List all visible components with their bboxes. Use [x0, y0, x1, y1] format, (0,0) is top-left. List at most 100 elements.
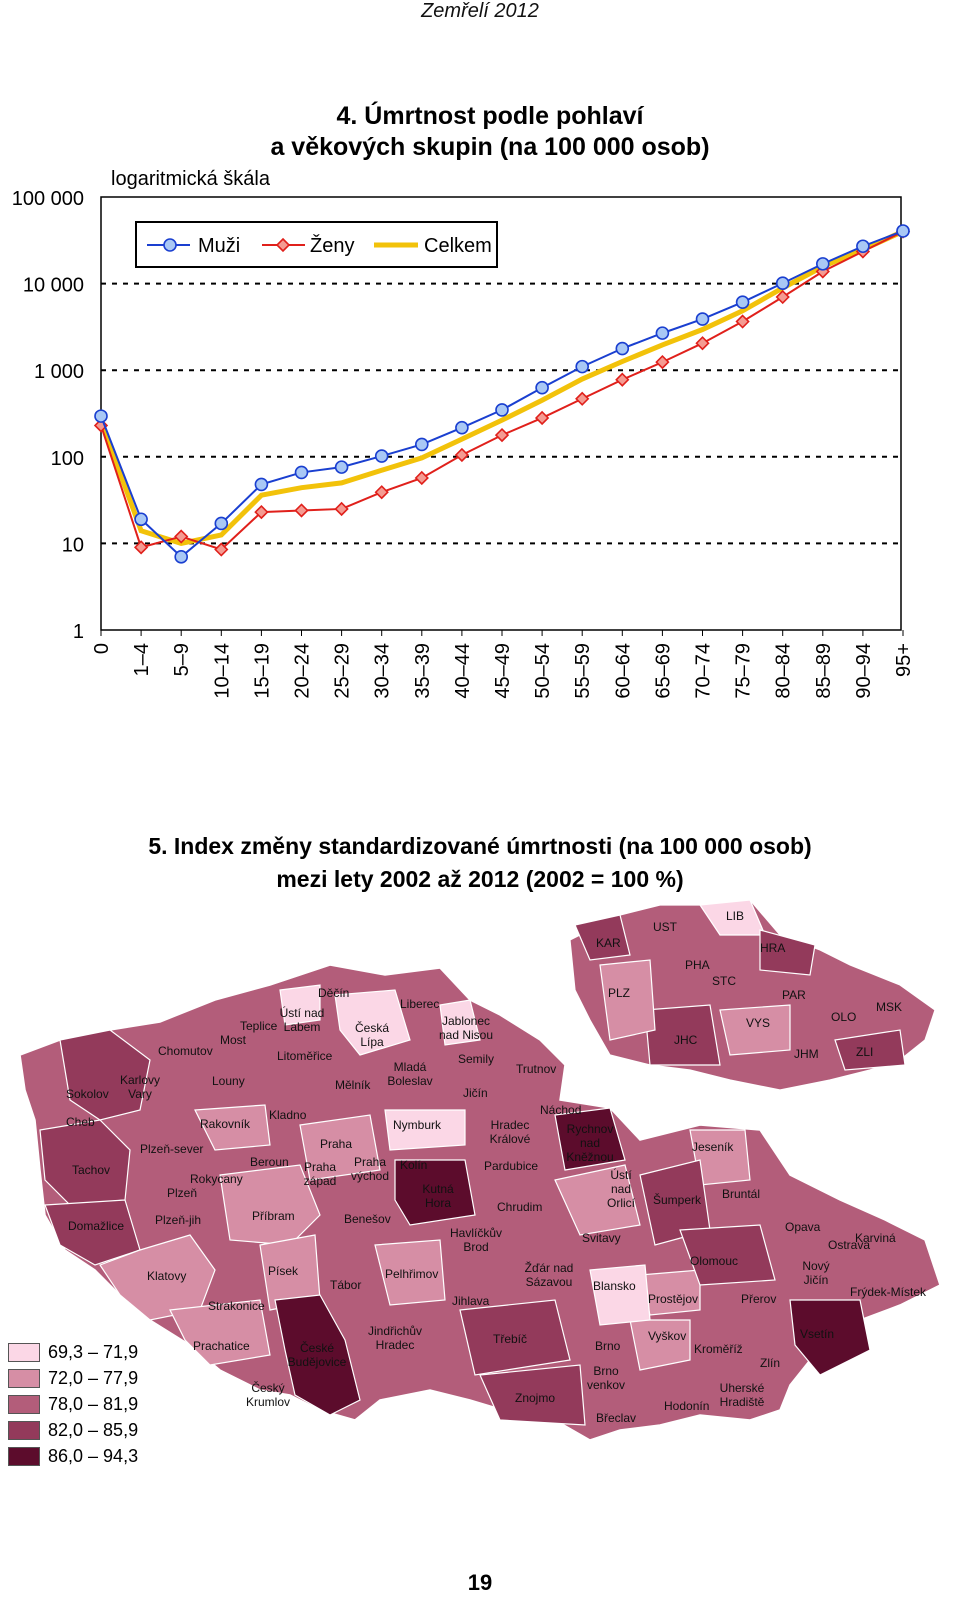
district-label: Strakonice	[208, 1299, 265, 1313]
legend-row: 78,0 – 81,9	[8, 1391, 138, 1417]
region-label: PAR	[782, 988, 806, 1002]
chart-title: 4. Úmrtnost podle pohlaví a věkových sku…	[200, 101, 780, 163]
region-label: JHC	[674, 1033, 698, 1047]
x-tick-label: 65–69	[652, 643, 674, 699]
region-label: KAR	[596, 936, 621, 950]
district-label: Česká Lípa	[354, 1021, 389, 1049]
marker-zeny	[454, 447, 470, 463]
district-label: Jindřichův Hradec	[367, 1324, 423, 1352]
district-label: Písek	[268, 1264, 299, 1278]
district-label: Šumperk	[653, 1193, 702, 1207]
x-tick-label: 1–4	[131, 643, 153, 676]
x-tick-label: 60–64	[612, 643, 634, 699]
x-tick-label: 25–29	[332, 643, 354, 699]
marker-zeny	[374, 485, 389, 500]
x-tick-label: 85–89	[813, 643, 835, 699]
district-label: Příbram	[252, 1209, 295, 1223]
marker-muzi	[334, 460, 349, 474]
district-label: Prostějov	[648, 1292, 699, 1306]
district-label: Litoměřice	[277, 1049, 333, 1063]
district-label: Vyškov	[648, 1329, 687, 1343]
legend-swatch	[8, 1342, 40, 1362]
marker-zeny	[214, 542, 229, 557]
district-label: Karlovy Vary	[119, 1073, 160, 1101]
x-tick-label: 35–39	[412, 643, 434, 699]
district-label: Mladá Boleslav	[387, 1060, 433, 1088]
marker-zeny	[655, 354, 670, 370]
district-label: Kolín	[400, 1158, 428, 1172]
czech-district-map	[19, 899, 941, 1441]
marker-zeny	[294, 503, 309, 518]
district-label: Třebíč	[493, 1332, 528, 1346]
district-label: Ostrava	[828, 1238, 871, 1252]
legend-label: 78,0 – 81,9	[48, 1393, 139, 1414]
region-label: JHM	[794, 1047, 819, 1061]
district-label: Ústí nad Labem	[279, 1006, 325, 1034]
marker-muzi	[374, 449, 389, 463]
district-label: Havlíčkův Brod	[449, 1226, 502, 1254]
district-label: Frýdek-Místek	[850, 1285, 927, 1299]
marker-zeny	[254, 504, 269, 520]
x-tick-label: 95+	[893, 643, 915, 677]
marker-zeny	[133, 540, 149, 555]
district-label: Pelhřimov	[385, 1267, 439, 1281]
district-label: Bruntál	[722, 1187, 761, 1201]
region-label: PHA	[685, 958, 710, 972]
district-label: Opava	[785, 1220, 821, 1234]
marker-muzi	[214, 516, 229, 531]
legend-swatch	[8, 1394, 40, 1414]
marker-muzi	[254, 477, 269, 492]
legend-swatch	[8, 1368, 40, 1388]
marker-zeny	[575, 391, 590, 406]
marker-zeny	[615, 372, 630, 387]
marker-zeny	[174, 529, 189, 544]
marker-muzi	[575, 359, 590, 374]
region-label: OLO	[831, 1010, 857, 1024]
region-label: HRA	[760, 941, 786, 955]
district-label: Rakovník	[200, 1117, 251, 1131]
marker-zeny	[775, 289, 790, 305]
legend-label: 72,0 – 77,9	[48, 1367, 139, 1388]
district-label: Tábor	[330, 1278, 362, 1292]
district-label: Sokolov	[66, 1087, 109, 1101]
marker-zeny	[334, 501, 349, 517]
region-label: ZLI	[856, 1045, 874, 1059]
marker-muzi	[655, 326, 670, 340]
page-number: 19	[467, 1570, 493, 1595]
marker-muzi	[615, 341, 630, 356]
marker-muzi	[174, 550, 188, 564]
district-label: Domažlice	[68, 1219, 125, 1233]
marker-muzi	[134, 512, 148, 527]
marker-muzi	[815, 257, 830, 271]
marker-muzi	[455, 420, 469, 435]
legend-row: 69,3 – 71,9	[8, 1339, 138, 1365]
x-tick-label: 50–54	[532, 643, 554, 699]
district-label: Klatovy	[147, 1269, 187, 1283]
chart-title-line2: a věkových skupin (na 100 000 osob)	[270, 133, 710, 161]
marker-muzi	[856, 239, 870, 254]
y-tick-label: 1 000	[34, 361, 84, 383]
district-label: Jeseník	[692, 1140, 734, 1154]
marker-muzi	[414, 437, 429, 452]
legend-label-muzi: Muži	[198, 235, 240, 257]
region-label: VYS	[746, 1016, 771, 1030]
district-label: Teplice	[240, 1019, 278, 1033]
district-label: Semily	[458, 1052, 495, 1066]
y-tick-label: 10 000	[23, 275, 84, 297]
x-tick-label: 45–49	[492, 643, 514, 699]
legend-marker-zeny	[275, 237, 291, 253]
marker-zeny	[695, 336, 710, 351]
district-label: Karviná	[855, 1231, 896, 1245]
chart-title-line1: 4. Úmrtnost podle pohlaví	[336, 102, 644, 130]
x-tick-label: 40–44	[452, 643, 474, 699]
legend-row: 82,0 – 85,9	[8, 1417, 138, 1443]
district-label: Mělník	[335, 1078, 371, 1092]
district-label: Plzeň-sever	[140, 1142, 204, 1156]
district-label: Pardubice	[484, 1159, 539, 1173]
district-label: Rokycany	[190, 1172, 243, 1186]
district-label: Svitavy	[582, 1231, 621, 1245]
region-label: STC	[712, 974, 736, 988]
map-title-line1: 5. Index změny standardizované úmrtnosti…	[148, 833, 812, 859]
page-header: Zemřelí 2012	[421, 0, 539, 22]
legend-row: 86,0 – 94,3	[8, 1443, 138, 1469]
